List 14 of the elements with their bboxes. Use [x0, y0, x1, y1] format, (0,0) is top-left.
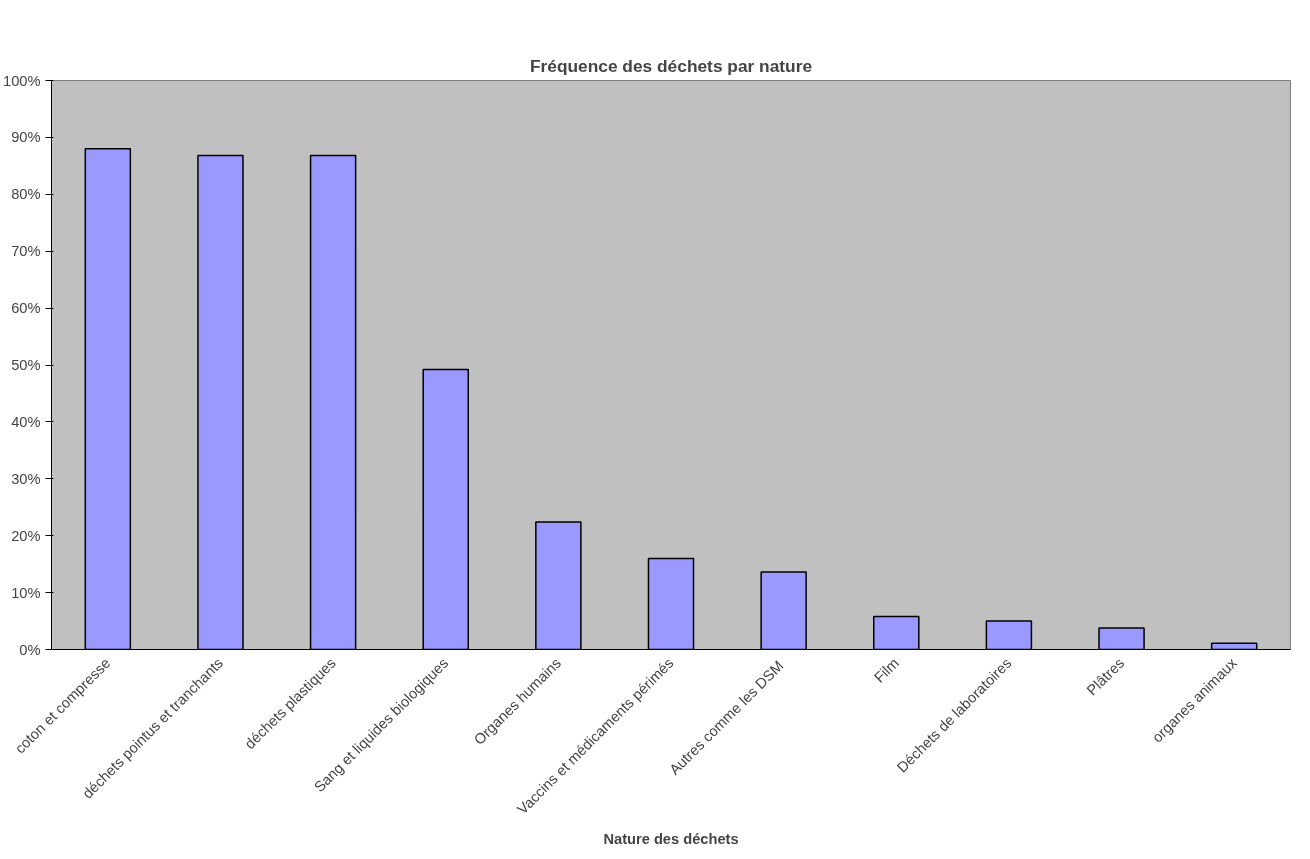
y-tick-label: 30%: [11, 470, 41, 487]
x-axis-title: Nature des déchets: [603, 831, 739, 848]
y-tick-label: 90%: [11, 129, 41, 146]
y-tick-label: 50%: [11, 357, 41, 373]
y-tick-label: 20%: [11, 527, 41, 544]
y-tick-label: 10%: [11, 584, 41, 601]
y-tick-label: 60%: [11, 300, 41, 317]
y-tick-label: 0%: [19, 641, 41, 658]
x-tick-label: Film: [871, 654, 902, 686]
y-tick-label: 70%: [11, 243, 41, 260]
y-tick-label: 80%: [11, 186, 41, 203]
chart-title: Fréquence des déchets par nature: [529, 55, 813, 76]
y-tick-label: 100%: [3, 72, 41, 89]
y-tick-label: 40%: [11, 413, 41, 430]
